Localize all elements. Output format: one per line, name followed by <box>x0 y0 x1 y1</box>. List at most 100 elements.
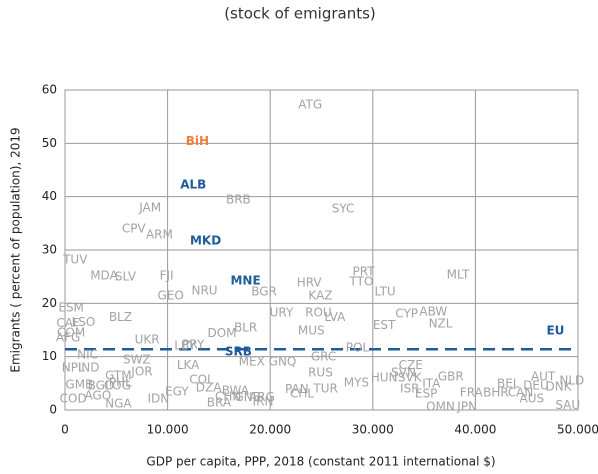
point-label: GNB <box>234 390 261 404</box>
point-label: PRT <box>353 264 376 278</box>
point-label: CHN <box>215 390 241 404</box>
point-label: CAF <box>56 316 80 330</box>
point-label: FJI <box>160 269 174 283</box>
point-label: COG <box>104 379 131 393</box>
point-label: ISR <box>400 382 420 396</box>
point-label: AUS <box>520 391 545 405</box>
point-label: ESM <box>58 301 84 315</box>
point-label: HRV <box>297 276 323 290</box>
point-label: OMN <box>426 399 455 413</box>
point-label: ALB <box>180 177 206 191</box>
x-tick-label: 40.000 <box>454 423 496 437</box>
point-label: MUS <box>298 324 325 338</box>
point-label: PHL <box>109 375 132 389</box>
point-label: LVA <box>324 310 346 324</box>
point-label: CZE <box>399 358 423 372</box>
x-tick-label: 50.000 <box>557 423 598 437</box>
point-label: NRU <box>191 284 217 298</box>
point-label: ESP <box>415 387 437 401</box>
point-label: SAU <box>555 398 580 412</box>
point-label: CYP <box>395 307 418 321</box>
x-tick-label: 20.000 <box>249 423 291 437</box>
point-label: IRN <box>253 395 274 409</box>
point-label: NGA <box>105 397 132 411</box>
point-label: SVK <box>398 371 423 385</box>
point-label: MEX <box>239 355 265 369</box>
point-label: MDA <box>90 269 118 283</box>
y-tick-label: 0 <box>49 403 57 417</box>
point-label: GTM <box>105 368 132 382</box>
point-label: GBR <box>438 369 464 383</box>
point-label: UKR <box>135 333 160 347</box>
chart-title: (stock of emigrants) <box>224 5 376 23</box>
point-label: AFG <box>56 331 80 345</box>
point-label: IDN <box>147 391 169 405</box>
point-label: COD <box>60 391 87 405</box>
point-label: DZA <box>196 381 222 395</box>
point-label: ARM <box>146 228 173 242</box>
point-label: TTO <box>349 275 374 289</box>
point-label: MYS <box>344 375 369 389</box>
point-label: CPV <box>122 222 147 236</box>
y-tick-label: 20 <box>42 296 57 310</box>
point-label: HUN <box>371 371 398 385</box>
point-label: GMB <box>65 377 93 391</box>
y-axis-title: Emigrants ( percent of population), 2019 <box>9 127 23 372</box>
y-tick-label: 40 <box>42 189 57 203</box>
point-label: ARG <box>249 390 275 404</box>
x-tick-label: 10.000 <box>147 423 189 437</box>
y-tick-label: 60 <box>42 83 57 97</box>
point-label: IND <box>78 360 100 374</box>
point-label: BWA <box>222 383 250 397</box>
point-label: PAN <box>285 382 309 396</box>
point-label: LSO <box>72 315 96 329</box>
point-label: MKD <box>190 233 221 247</box>
point-label: MLT <box>447 268 470 282</box>
point-label: NPL <box>62 360 85 374</box>
point-label: JPN <box>456 399 477 413</box>
point-label: TUV <box>62 253 88 267</box>
point-label: PRY <box>182 337 205 351</box>
point-label: DOM <box>207 326 236 340</box>
x-tick-label: 0 <box>61 423 69 437</box>
point-label: NIC <box>77 348 98 362</box>
point-label: JAM <box>138 200 161 214</box>
point-label: BGD <box>88 379 115 393</box>
point-label: SRB <box>225 344 252 358</box>
point-label: BGR <box>251 285 277 299</box>
point-label: BiH <box>186 134 209 148</box>
point-label: ITA <box>422 376 441 390</box>
point-label: TUR <box>312 382 337 396</box>
point-label: NLD <box>559 374 584 388</box>
point-label: FRA <box>460 385 484 399</box>
point-label: CHL <box>290 387 314 401</box>
point-label: EGY <box>165 384 189 398</box>
point-label: AUT <box>531 369 556 383</box>
point-label: MNE <box>230 273 260 287</box>
point-label: ROU <box>305 305 332 319</box>
point-label: SYC <box>332 201 355 215</box>
point-label: SLV <box>115 270 137 284</box>
point-label: BLR <box>234 320 257 334</box>
point-label: CAN <box>508 385 534 399</box>
point-label: SWZ <box>123 352 151 366</box>
point-label: AGO <box>84 389 111 403</box>
point-label: COM <box>57 326 85 340</box>
point-label: BHR <box>483 385 509 399</box>
point-label: GRC <box>311 350 336 364</box>
point-label: BRB <box>226 192 251 206</box>
point-label: LBY <box>174 339 196 353</box>
point-label: BRA <box>207 396 232 410</box>
point-label: ABW <box>419 304 447 318</box>
x-tick-label: 30.000 <box>352 423 394 437</box>
point-label: DEU <box>523 379 549 393</box>
x-axis-title: GDP per capita, PPP, 2018 (constant 2011… <box>146 455 495 469</box>
point-label: EST <box>373 318 396 332</box>
point-label: BLZ <box>109 310 132 324</box>
point-label: JOR <box>130 365 152 379</box>
point-label: BEL <box>497 376 520 390</box>
point-label: LKA <box>177 358 200 372</box>
point-label: ATG <box>298 97 322 111</box>
point-label: LTU <box>375 285 396 299</box>
